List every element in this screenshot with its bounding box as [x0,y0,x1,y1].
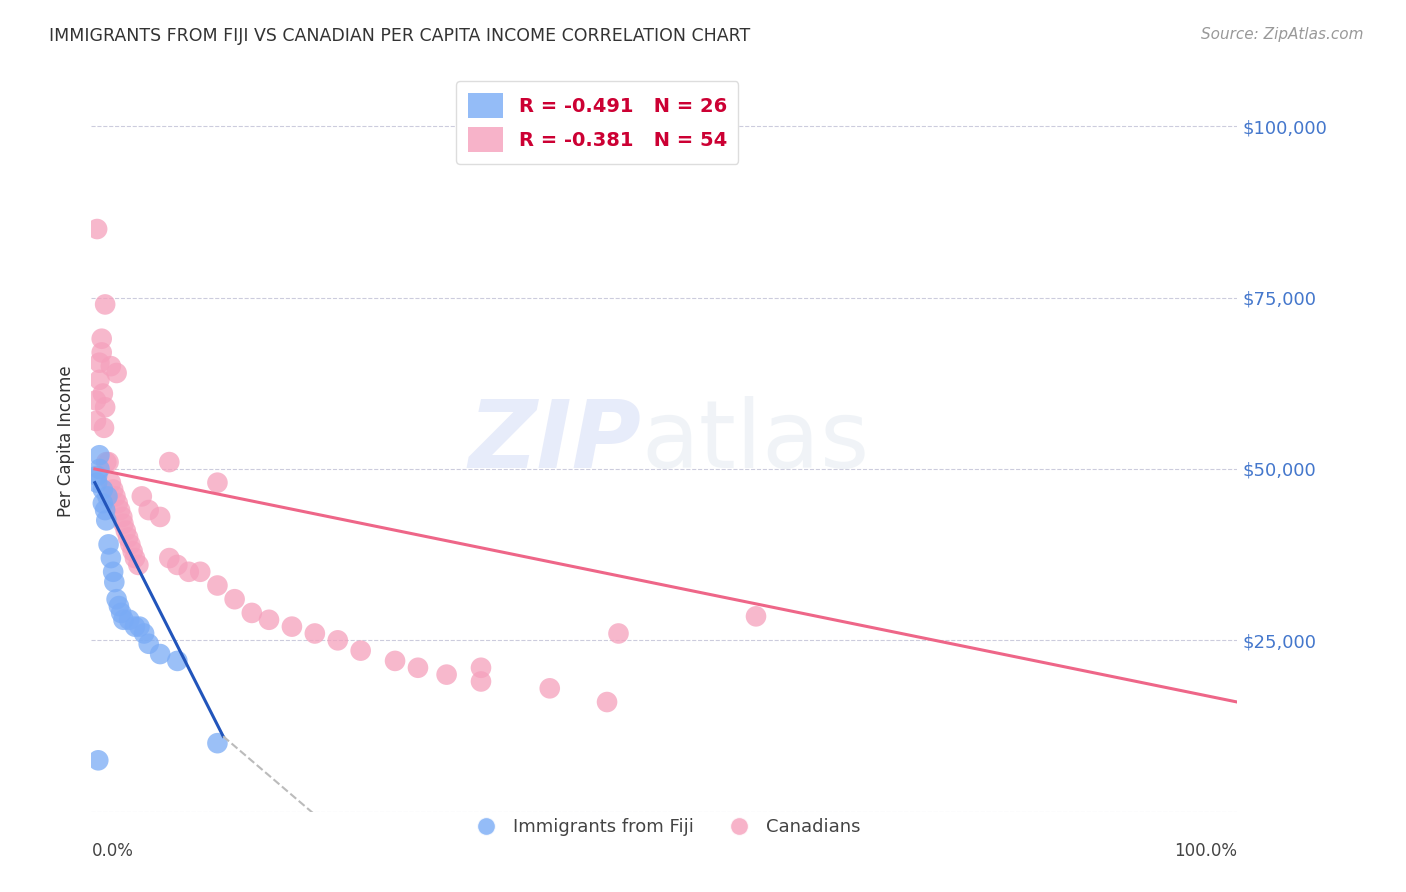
Point [538,681,561,696]
Point [103,575,125,590]
Point [350,643,373,657]
Point [97,455,120,469]
Text: 0.0%: 0.0% [91,842,134,860]
Point [87,753,110,767]
Point [188,565,211,579]
Point [104,489,127,503]
Point [131,489,153,503]
Point [124,551,146,566]
Point [101,483,124,497]
Point [207,736,229,750]
Point [406,661,429,675]
Point [90,345,112,359]
Point [89,448,111,462]
Point [84,414,107,428]
Y-axis label: Per Capita Income: Per Capita Income [58,366,76,517]
Point [91,386,114,401]
Point [86,475,108,490]
Point [86,222,108,236]
Point [120,537,142,551]
Point [224,592,246,607]
Point [384,654,406,668]
Point [107,496,129,510]
Point [117,531,139,545]
Point [124,619,146,633]
Point [304,626,326,640]
Text: atlas: atlas [641,395,870,488]
Point [470,661,492,675]
Point [149,647,172,661]
Point [470,674,492,689]
Point [91,483,114,497]
Point [94,503,117,517]
Point [114,524,136,538]
Point [100,359,122,373]
Point [207,475,229,490]
Point [118,613,141,627]
Point [138,637,160,651]
Point [101,565,124,579]
Text: Source: ZipAtlas.com: Source: ZipAtlas.com [1201,27,1364,42]
Point [157,455,180,469]
Point [105,592,128,607]
Point [207,578,229,592]
Point [96,513,118,527]
Point [94,297,117,311]
Point [177,565,200,579]
Point [326,633,349,648]
Point [89,356,111,370]
Point [121,544,143,558]
Point [96,489,118,503]
Point [745,609,768,624]
Point [257,613,280,627]
Point [89,373,111,387]
Point [127,558,149,572]
Point [128,619,150,633]
Point [166,654,188,668]
Point [94,401,117,415]
Point [112,613,135,627]
Point [90,332,112,346]
Point [91,496,114,510]
Point [596,695,619,709]
Point [166,558,188,572]
Point [112,516,135,531]
Point [436,667,458,681]
Point [110,606,132,620]
Point [149,510,172,524]
Point [281,619,304,633]
Point [607,626,630,640]
Point [111,510,134,524]
Point [100,551,122,566]
Text: IMMIGRANTS FROM FIJI VS CANADIAN PER CAPITA INCOME CORRELATION CHART: IMMIGRANTS FROM FIJI VS CANADIAN PER CAP… [49,27,751,45]
Legend: Immigrants from Fiji, Canadians: Immigrants from Fiji, Canadians [461,811,868,844]
Point [84,393,107,408]
Point [100,475,122,490]
Text: ZIP: ZIP [468,395,641,488]
Point [240,606,263,620]
Point [108,503,131,517]
Point [89,462,111,476]
Point [132,626,155,640]
Point [97,537,120,551]
Point [157,551,180,566]
Point [96,455,118,469]
Point [105,366,128,380]
Point [138,503,160,517]
Point [108,599,131,613]
Point [86,468,108,483]
Text: 100.0%: 100.0% [1174,842,1237,860]
Point [93,421,115,435]
